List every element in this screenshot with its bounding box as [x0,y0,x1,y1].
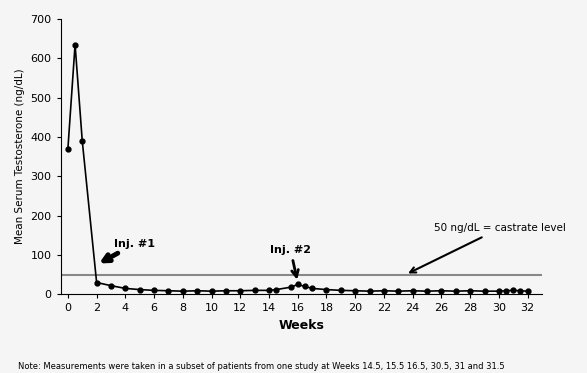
Y-axis label: Mean Serum Testosterone (ng/dL): Mean Serum Testosterone (ng/dL) [15,69,25,244]
Text: Inj. #1: Inj. #1 [104,239,155,261]
Text: Inj. #2: Inj. #2 [270,245,311,277]
Text: 50 ng/dL = castrate level: 50 ng/dL = castrate level [410,223,566,272]
X-axis label: Weeks: Weeks [278,319,324,332]
Text: Note: Measurements were taken in a subset of patients from one study at Weeks 14: Note: Measurements were taken in a subse… [18,362,504,371]
